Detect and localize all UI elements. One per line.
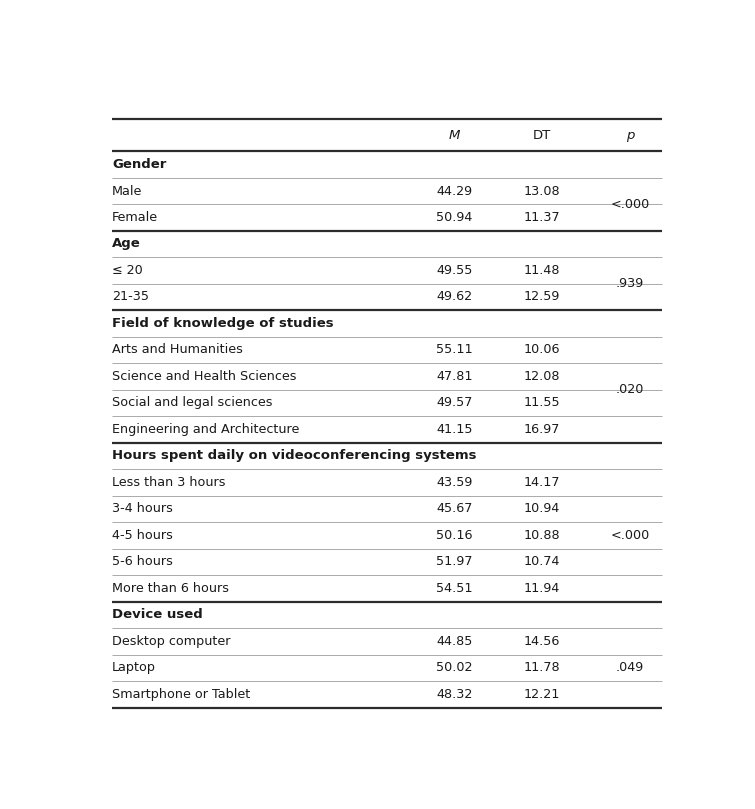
Text: 11.37: 11.37 <box>524 211 560 224</box>
Text: M: M <box>448 129 460 142</box>
Text: 12.59: 12.59 <box>524 290 560 303</box>
Text: <.000: <.000 <box>610 529 649 542</box>
Text: 10.94: 10.94 <box>524 502 560 515</box>
Text: Gender: Gender <box>112 158 166 171</box>
Text: Science and Health Sciences: Science and Health Sciences <box>112 370 297 383</box>
Text: 51.97: 51.97 <box>436 555 473 569</box>
Text: 16.97: 16.97 <box>524 423 560 436</box>
Text: Field of knowledge of studies: Field of knowledge of studies <box>112 317 334 330</box>
Text: 5-6 hours: 5-6 hours <box>112 555 173 569</box>
Text: 10.06: 10.06 <box>524 344 560 357</box>
Text: Engineering and Architecture: Engineering and Architecture <box>112 423 299 436</box>
Text: 48.32: 48.32 <box>436 688 473 701</box>
Text: 47.81: 47.81 <box>436 370 473 383</box>
Text: 12.21: 12.21 <box>524 688 560 701</box>
Text: 14.56: 14.56 <box>524 635 560 648</box>
Text: 54.51: 54.51 <box>436 582 473 595</box>
Text: Social and legal sciences: Social and legal sciences <box>112 396 273 409</box>
Text: Laptop: Laptop <box>112 661 156 675</box>
Text: 49.62: 49.62 <box>436 290 473 303</box>
Text: Hours spent daily on videoconferencing systems: Hours spent daily on videoconferencing s… <box>112 450 476 463</box>
Text: p: p <box>626 129 634 142</box>
Text: 11.78: 11.78 <box>524 661 560 675</box>
Text: 50.94: 50.94 <box>436 211 473 224</box>
Text: 11.55: 11.55 <box>524 396 560 409</box>
Text: 44.85: 44.85 <box>436 635 473 648</box>
Text: 49.55: 49.55 <box>436 264 473 277</box>
Text: 11.48: 11.48 <box>524 264 560 277</box>
Text: Male: Male <box>112 184 142 197</box>
Text: Less than 3 hours: Less than 3 hours <box>112 476 226 489</box>
Text: 50.02: 50.02 <box>436 661 473 675</box>
Text: Smartphone or Tablet: Smartphone or Tablet <box>112 688 250 701</box>
Text: .020: .020 <box>615 383 644 396</box>
Text: 21-35: 21-35 <box>112 290 149 303</box>
Text: 3-4 hours: 3-4 hours <box>112 502 173 515</box>
Text: Age: Age <box>112 238 140 251</box>
Text: 41.15: 41.15 <box>436 423 473 436</box>
Text: <.000: <.000 <box>610 197 649 211</box>
Text: 13.08: 13.08 <box>524 184 560 197</box>
Text: 10.74: 10.74 <box>524 555 560 569</box>
Text: 14.17: 14.17 <box>524 476 560 489</box>
Text: 45.67: 45.67 <box>436 502 473 515</box>
Text: 44.29: 44.29 <box>436 184 473 197</box>
Text: DT: DT <box>533 129 551 142</box>
Text: ≤ 20: ≤ 20 <box>112 264 143 277</box>
Text: .049: .049 <box>615 661 644 675</box>
Text: .939: .939 <box>615 277 644 290</box>
Text: 12.08: 12.08 <box>524 370 560 383</box>
Text: 50.16: 50.16 <box>436 529 473 542</box>
Text: 4-5 hours: 4-5 hours <box>112 529 173 542</box>
Text: 10.88: 10.88 <box>524 529 560 542</box>
Text: Arts and Humanities: Arts and Humanities <box>112 344 243 357</box>
Text: 43.59: 43.59 <box>436 476 473 489</box>
Text: 49.57: 49.57 <box>436 396 473 409</box>
Text: More than 6 hours: More than 6 hours <box>112 582 229 595</box>
Text: Female: Female <box>112 211 158 224</box>
Text: Device used: Device used <box>112 608 202 621</box>
Text: 11.94: 11.94 <box>524 582 560 595</box>
Text: Desktop computer: Desktop computer <box>112 635 230 648</box>
Text: 55.11: 55.11 <box>436 344 473 357</box>
